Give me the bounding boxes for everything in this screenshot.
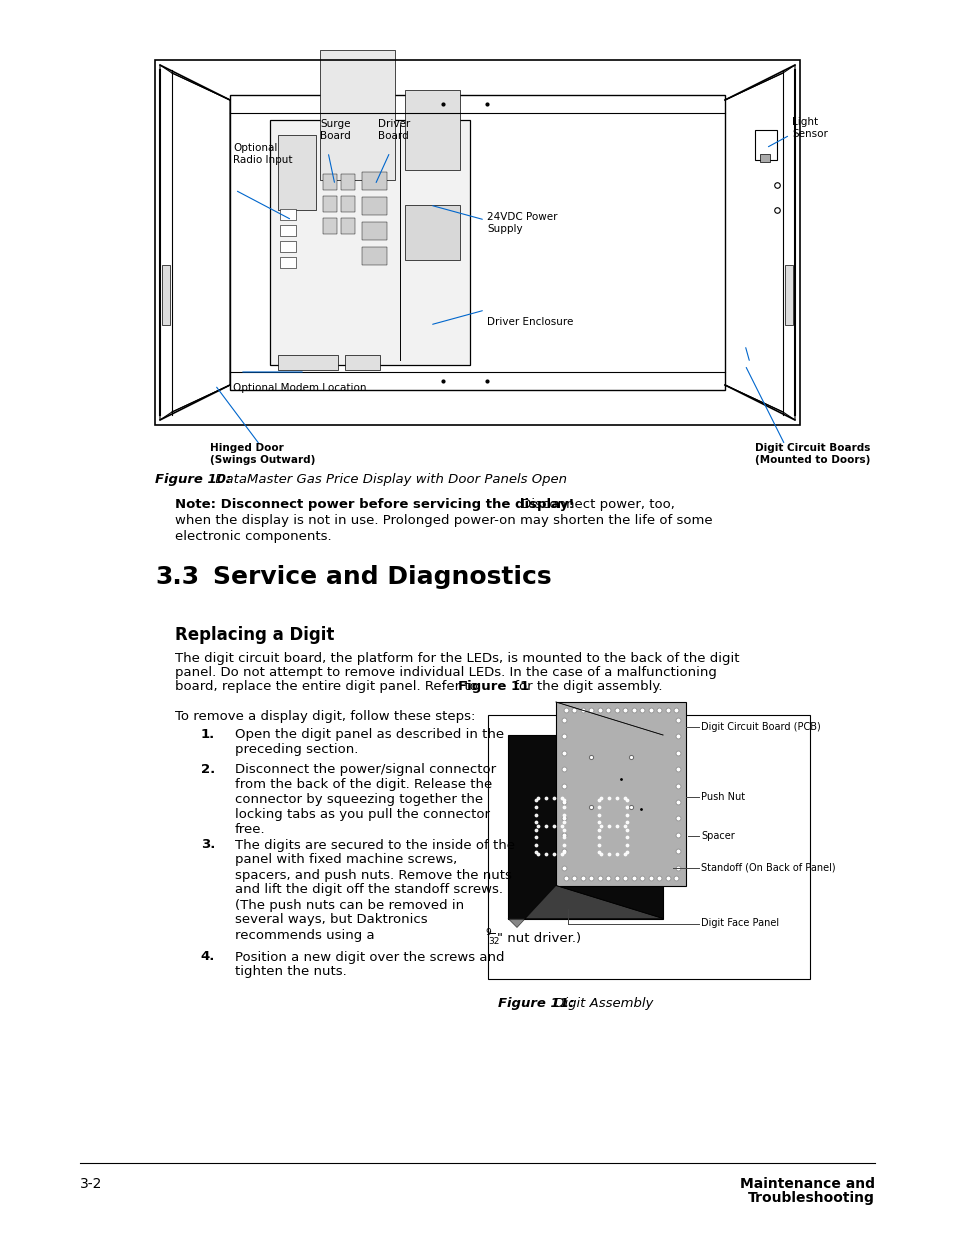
Bar	[556, 701, 685, 885]
Text: Light
Sensor: Light Sensor	[791, 117, 827, 138]
Bar	[319, 49, 395, 180]
Bar	[280, 257, 295, 268]
Bar	[280, 241, 295, 252]
Bar	[277, 135, 315, 210]
Bar	[340, 219, 355, 233]
Text: 4.: 4.	[200, 951, 214, 963]
Bar	[784, 266, 792, 325]
Text: Driver
Board: Driver Board	[377, 119, 410, 141]
Text: " nut driver.): " nut driver.)	[497, 932, 580, 945]
Polygon shape	[724, 65, 794, 420]
Text: Digit Circuit Boards
(Mounted to Doors): Digit Circuit Boards (Mounted to Doors)	[754, 443, 869, 464]
Text: Figure 10:: Figure 10:	[154, 473, 231, 487]
Bar	[280, 209, 295, 220]
Text: 9: 9	[484, 927, 490, 937]
Bar	[323, 196, 336, 212]
Text: DataMaster Gas Price Display with Door Panels Open: DataMaster Gas Price Display with Door P…	[211, 473, 566, 487]
Text: 3-2: 3-2	[80, 1177, 102, 1191]
Text: when the display is not in use. Prolonged power-on may shorten the life of some: when the display is not in use. Prolonge…	[174, 514, 712, 527]
Bar	[405, 90, 459, 170]
Bar	[361, 222, 387, 240]
Bar	[760, 154, 769, 162]
Text: board, replace the entire digit panel. Refer to: board, replace the entire digit panel. R…	[174, 680, 481, 693]
Text: 1.: 1.	[200, 727, 214, 741]
Text: Optional Modem Location: Optional Modem Location	[233, 383, 366, 393]
Bar	[405, 205, 459, 261]
Text: Maintenance and: Maintenance and	[740, 1177, 874, 1191]
Text: Surge
Board: Surge Board	[319, 119, 351, 141]
Text: Standoff (On Back of Panel): Standoff (On Back of Panel)	[700, 862, 835, 872]
Bar	[323, 174, 336, 190]
Text: Spacer: Spacer	[700, 831, 734, 841]
Bar	[230, 95, 724, 390]
Text: Note: Disconnect power before servicing the display!: Note: Disconnect power before servicing …	[174, 498, 574, 511]
Bar	[340, 196, 355, 212]
Bar	[270, 120, 470, 366]
Text: 32: 32	[488, 937, 498, 946]
Text: The digit circuit board, the platform for the LEDs, is mounted to the back of th: The digit circuit board, the platform fo…	[174, 652, 739, 664]
Text: Troubleshooting: Troubleshooting	[747, 1191, 874, 1205]
Text: Service and Diagnostics: Service and Diagnostics	[213, 564, 551, 589]
Bar	[162, 266, 170, 325]
Text: electronic components.: electronic components.	[174, 530, 332, 543]
Text: Digit Circuit Board (PCB): Digit Circuit Board (PCB)	[700, 722, 820, 732]
Text: Disconnect the power/signal connector
from the back of the digit. Release the
co: Disconnect the power/signal connector fr…	[234, 763, 496, 836]
Text: for the digit assembly.: for the digit assembly.	[510, 680, 661, 693]
Text: 3.: 3.	[200, 839, 214, 851]
Text: Optional
Radio Input: Optional Radio Input	[233, 143, 293, 164]
Text: Replacing a Digit: Replacing a Digit	[174, 626, 334, 643]
Bar	[277, 354, 337, 370]
Text: Figure 11: Figure 11	[457, 680, 529, 693]
Polygon shape	[507, 885, 662, 927]
Polygon shape	[160, 65, 230, 420]
Text: 3.3: 3.3	[154, 564, 199, 589]
Bar	[154, 61, 800, 425]
Text: Disconnect power, too,: Disconnect power, too,	[517, 498, 674, 511]
Bar	[361, 198, 387, 215]
Text: panel. Do not attempt to remove individual LEDs. In the case of a malfunctioning: panel. Do not attempt to remove individu…	[174, 666, 716, 679]
Bar	[361, 172, 387, 190]
Text: Figure 11:: Figure 11:	[497, 997, 574, 1009]
Text: Driver Enclosure: Driver Enclosure	[486, 317, 573, 327]
Text: 24VDC Power
Supply: 24VDC Power Supply	[486, 212, 557, 233]
Text: Open the digit panel as described in the
preceding section.: Open the digit panel as described in the…	[234, 727, 503, 756]
Bar	[507, 735, 662, 919]
Bar	[340, 174, 355, 190]
Text: Push Nut: Push Nut	[700, 792, 744, 802]
Bar	[361, 247, 387, 266]
Text: To remove a display digit, follow these steps:: To remove a display digit, follow these …	[174, 710, 475, 722]
Text: Digit Assembly: Digit Assembly	[550, 997, 653, 1009]
Text: Position a new digit over the screws and
tighten the nuts.: Position a new digit over the screws and…	[234, 951, 504, 978]
Bar	[754, 130, 776, 161]
Bar	[280, 225, 295, 236]
Text: The digits are secured to the inside of the
panel with fixed machine screws,
spa: The digits are secured to the inside of …	[234, 839, 515, 941]
Bar	[345, 354, 379, 370]
Text: Hinged Door
(Swings Outward): Hinged Door (Swings Outward)	[210, 443, 315, 464]
Text: 2.: 2.	[200, 763, 214, 776]
Text: Digit Face Panel: Digit Face Panel	[700, 919, 779, 929]
Bar	[323, 219, 336, 233]
Bar	[488, 715, 809, 978]
